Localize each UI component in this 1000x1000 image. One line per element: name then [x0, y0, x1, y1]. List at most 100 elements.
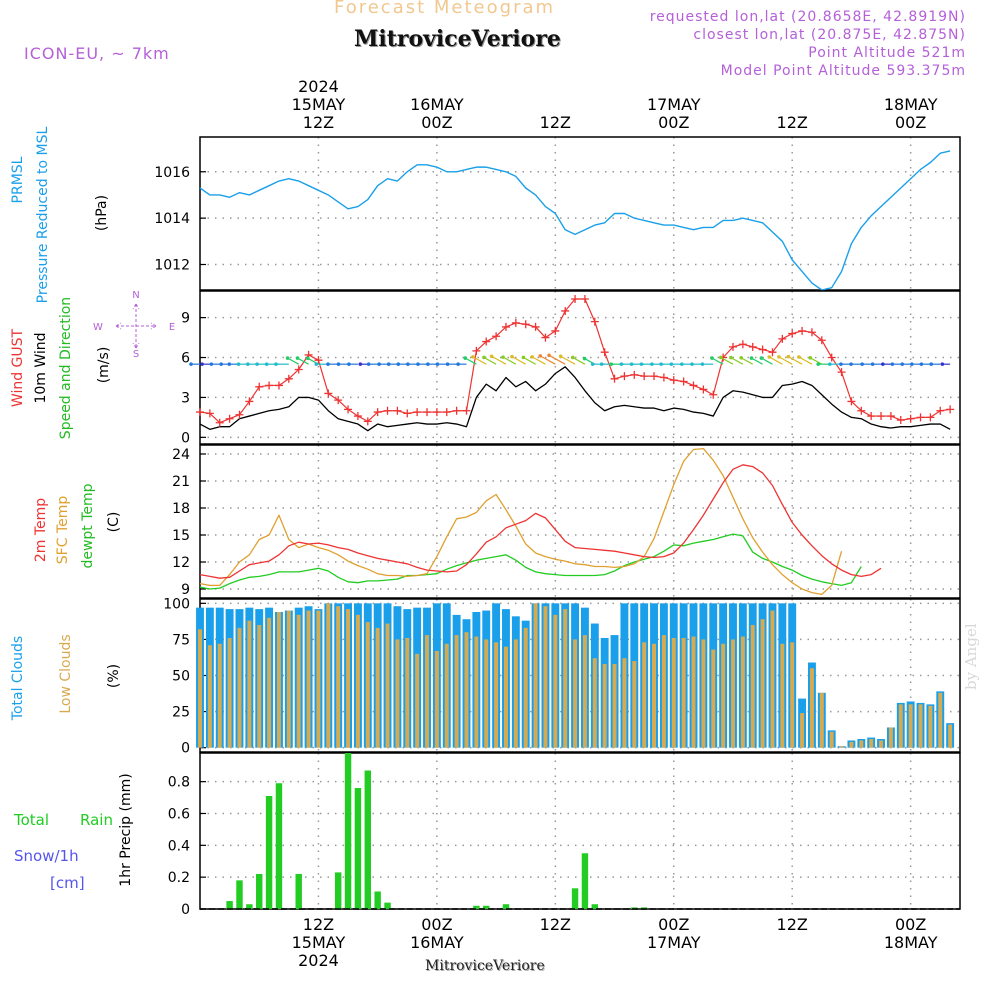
- gust-marker: [363, 417, 372, 426]
- wind-vector-head: [650, 362, 654, 366]
- wind-frame: [199, 290, 961, 445]
- gust-marker: [284, 374, 293, 383]
- rain-bar: [483, 905, 490, 909]
- wind-vector-head: [227, 362, 232, 366]
- wind-vector-head: [719, 355, 723, 360]
- wind-vector-head: [816, 362, 820, 366]
- gust-marker: [847, 397, 856, 406]
- gust-marker: [492, 332, 501, 341]
- low-cloud-bar: [632, 661, 637, 748]
- model-altitude: Model Point Altitude 593.375m: [720, 63, 966, 79]
- low-cloud-bar: [898, 704, 903, 748]
- low-cloud-bar: [336, 606, 341, 748]
- gust-marker: [452, 406, 461, 415]
- wind-vector: [788, 356, 803, 365]
- top-hour-label: 00Z: [895, 113, 926, 132]
- low-cloud-bar: [622, 658, 627, 748]
- temperature-panel: 9 12 15 18 21 24 2m Temp SFC Temp dewpt Temp (C): [33, 444, 961, 599]
- wind-vector-head: [306, 356, 310, 361]
- wind-vector: [465, 357, 477, 365]
- low-cloud-bar: [721, 643, 726, 748]
- gust-marker: [245, 397, 254, 406]
- wind-vector-head: [377, 362, 381, 366]
- rain-bar: [473, 905, 480, 909]
- pressure-ylabel-desc: Pressure Reduced to MSL: [35, 126, 51, 303]
- low-cloud-bar: [750, 624, 755, 748]
- wind-vector: [472, 356, 487, 365]
- clouds-ytick-label: 100: [163, 596, 190, 612]
- temperature-ytick-label: 24: [172, 447, 190, 463]
- low-cloud-bar: [533, 603, 538, 748]
- rain-bar: [374, 891, 381, 909]
- wind-vector-head: [416, 362, 420, 366]
- wind-vector-head: [209, 362, 214, 366]
- precip-panel: 0 0.2 0.4 0.6 0.8 1hr Precip (mm) Total RainSno…: [13, 752, 961, 918]
- temperature-ytick-label: 15: [172, 528, 190, 544]
- low-cloud-bar: [829, 731, 834, 748]
- gust-marker: [215, 418, 224, 427]
- bottom-hour-label: 00Z: [658, 915, 689, 934]
- wind-vector-head: [558, 354, 563, 359]
- clouds-ylabel-low: Low Clouds: [58, 634, 74, 713]
- gust-marker: [314, 356, 323, 365]
- low-cloud-bar: [592, 658, 597, 748]
- gust-marker: [324, 389, 333, 398]
- bottom-hour-label: 12Z: [540, 915, 571, 934]
- compass-n: N: [132, 290, 139, 301]
- wind-vector-head: [582, 356, 587, 361]
- wind-vector-head: [739, 356, 744, 360]
- gust-marker: [274, 381, 283, 390]
- wind-vector: [730, 357, 744, 365]
- precip-frame: [199, 752, 961, 910]
- wind-ylabel-gust: Wind GUST: [10, 328, 26, 407]
- low-cloud-bar: [474, 636, 479, 748]
- point-altitude: Point Altitude 521m: [808, 45, 966, 61]
- wind-vector-head: [426, 362, 430, 366]
- low-cloud-bar: [652, 643, 656, 748]
- wind-vector-head: [255, 362, 259, 366]
- low-cloud-bar: [355, 614, 360, 748]
- low-cloud-bar: [859, 740, 864, 748]
- top-hour-label: 00Z: [658, 113, 689, 132]
- wind-vector-head: [690, 362, 694, 366]
- wind-vector-head: [326, 362, 330, 366]
- wind-vector-head: [669, 362, 674, 366]
- watermark: by Angel: [962, 623, 980, 690]
- wind-vector-head: [700, 362, 705, 366]
- pressure-ytick-label: 1014: [154, 211, 190, 227]
- gust-marker: [590, 317, 599, 326]
- low-cloud-bar: [661, 635, 666, 748]
- top-date-label: 17MAY: [647, 95, 701, 114]
- pressure-ylabel-unit: (hPa): [94, 195, 110, 231]
- precip-ytick-label: 0.8: [168, 775, 190, 791]
- gust-marker: [946, 405, 955, 414]
- wind-vector: [523, 356, 536, 365]
- wind-vector-head: [501, 355, 505, 359]
- gust-marker: [926, 413, 935, 422]
- gust-marker: [768, 348, 777, 357]
- wind-vector-head: [749, 356, 754, 360]
- precip-ytick-label: 0.6: [168, 806, 190, 822]
- wind-vector-head: [538, 354, 543, 358]
- wind-vector-head: [860, 362, 864, 366]
- low-cloud-bar: [731, 639, 735, 748]
- rain-bar: [581, 853, 589, 909]
- gust-marker: [501, 322, 510, 331]
- gust-marker: [344, 405, 353, 414]
- wind-vector: [483, 356, 497, 365]
- gust-marker: [610, 374, 619, 383]
- low-cloud-bar: [938, 692, 943, 748]
- low-cloud-bar: [849, 741, 854, 748]
- wind-vector-head: [264, 362, 269, 366]
- rain-bar: [256, 873, 263, 909]
- low-cloud-bar: [908, 704, 913, 748]
- wind-ytick-label: 3: [181, 390, 190, 406]
- rain-bar: [640, 907, 648, 909]
- low-cloud-bar: [346, 609, 351, 748]
- low-cloud-bar: [415, 653, 420, 748]
- low-cloud-bar: [582, 635, 587, 748]
- clouds-ytick-label: 75: [172, 632, 190, 648]
- low-cloud-bar: [809, 668, 814, 748]
- wind-ytick-label: 0: [181, 430, 190, 446]
